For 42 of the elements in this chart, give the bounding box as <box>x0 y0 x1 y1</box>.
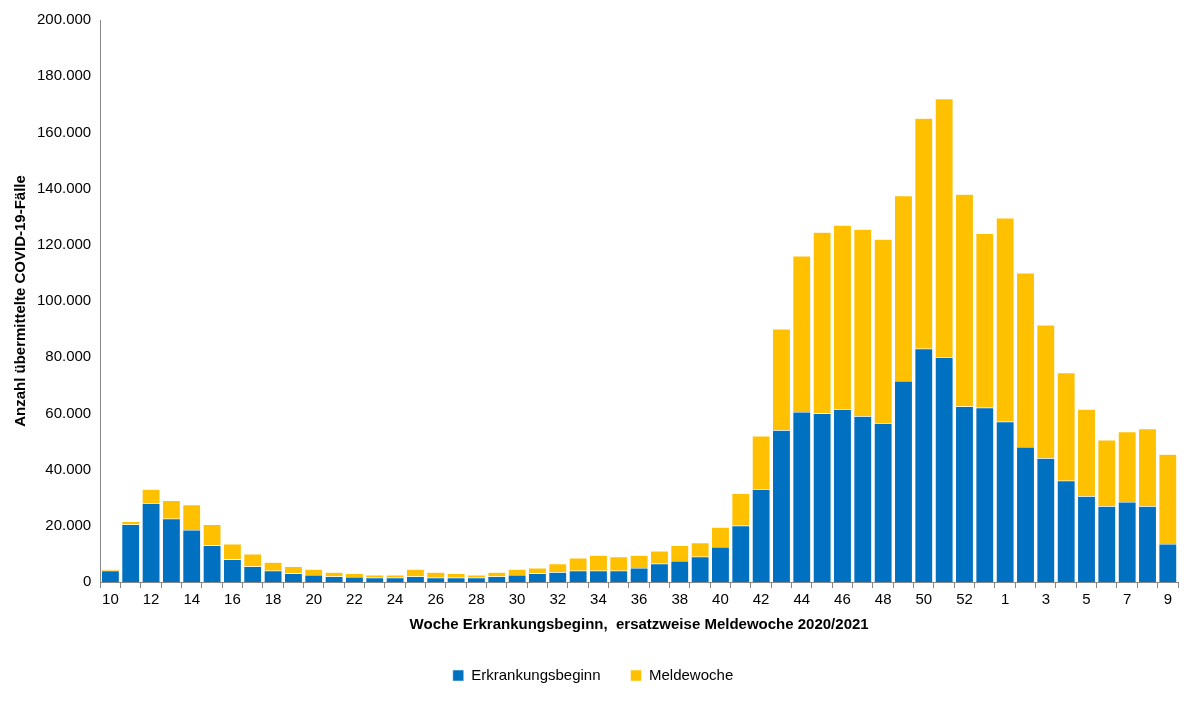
y-tick-label: 100.000 <box>36 291 92 309</box>
x-tick-label: 36 <box>630 590 648 608</box>
x-tick-label: 42 <box>752 590 770 608</box>
x-tick-label: 5 <box>1082 590 1091 608</box>
x-tick-label: 24 <box>386 590 404 608</box>
x-tick-label: 20 <box>305 590 323 608</box>
x-tick-label: 3 <box>1041 590 1050 608</box>
x-tick-label: 32 <box>549 590 567 608</box>
x-tick-label: 52 <box>956 590 973 608</box>
x-tick-label: 48 <box>874 590 892 608</box>
y-tick-label: 200.000 <box>36 10 92 28</box>
y-tick-label: 180.000 <box>36 66 92 84</box>
x-tick-label: 22 <box>346 590 363 608</box>
legend-label: Meldewoche <box>649 665 734 683</box>
x-tick-label: 50 <box>915 590 933 608</box>
y-tick-label: 120.000 <box>36 234 92 252</box>
y-tick-label: 60.000 <box>45 403 92 421</box>
y-tick-label: 40.000 <box>45 459 92 477</box>
x-tick-label: 1 <box>1000 590 1010 608</box>
x-tick-label: 14 <box>183 590 201 608</box>
y-tick-label: 0 <box>82 572 92 590</box>
legend-label: Erkrankungsbeginn <box>471 665 601 683</box>
x-tick-label: 26 <box>427 590 445 608</box>
x-tick-label: 18 <box>264 590 282 608</box>
x-tick-label: 46 <box>834 590 851 608</box>
y-tick-label: 20.000 <box>45 515 92 533</box>
x-tick-label: 7 <box>1122 590 1132 608</box>
y-axis-title: Anzahl übermittelte COVID-19-Fälle <box>11 175 29 427</box>
x-tick-label: 28 <box>468 590 485 608</box>
y-tick-label: 140.000 <box>36 178 92 196</box>
x-axis-title: Woche Erkrankungsbeginn, ersatzweise Meldewoche 2020/2021 <box>409 615 869 633</box>
x-tick-label: 30 <box>508 590 526 608</box>
x-tick-label: 10 <box>102 590 119 608</box>
x-tick-label: 9 <box>1163 590 1172 608</box>
x-tick-label: 38 <box>671 590 689 608</box>
x-tick-label: 16 <box>224 590 241 608</box>
x-tick-label: 44 <box>793 590 811 608</box>
y-tick-label: 160.000 <box>36 122 92 140</box>
x-tick-label: 12 <box>142 590 160 608</box>
y-tick-label: 80.000 <box>45 347 92 365</box>
x-tick-label: 34 <box>590 590 607 608</box>
x-tick-label: 40 <box>712 590 729 608</box>
